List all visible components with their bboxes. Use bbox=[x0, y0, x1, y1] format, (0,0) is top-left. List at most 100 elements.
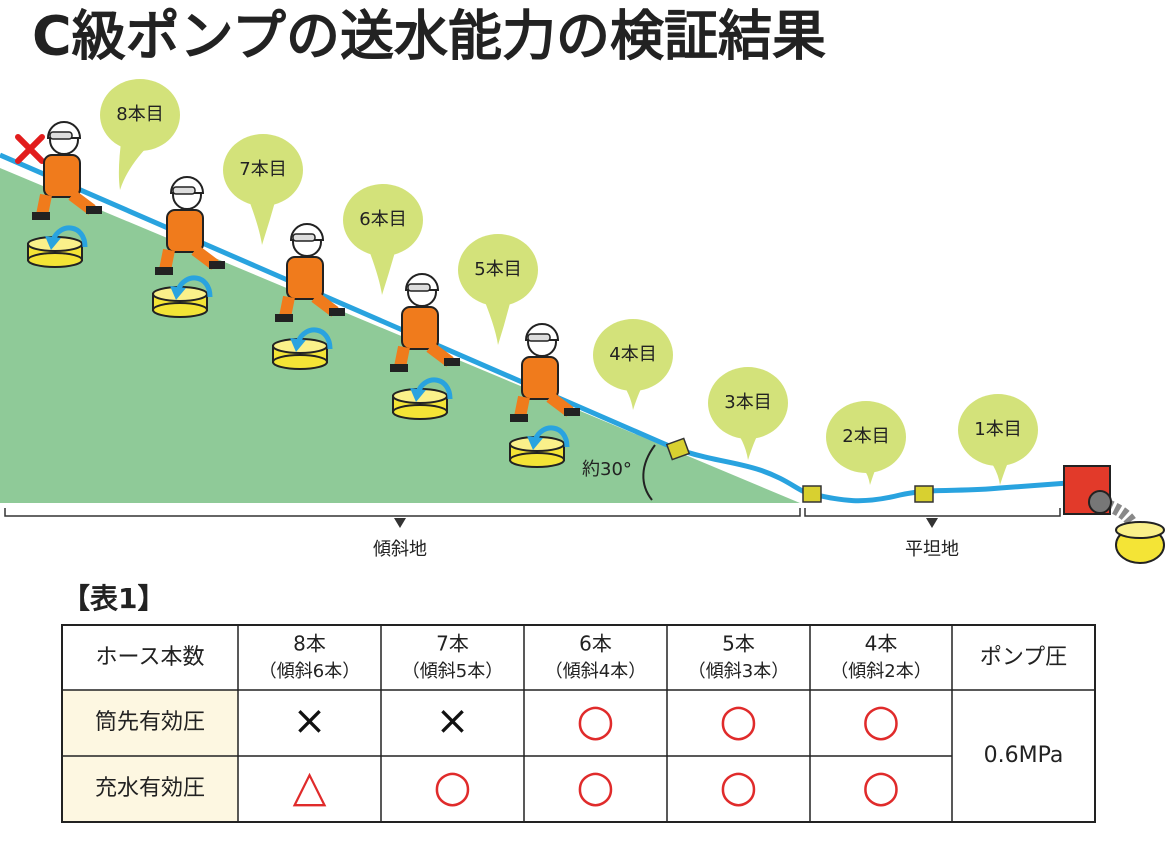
result-symbol: × bbox=[436, 698, 470, 744]
result-symbol: × bbox=[293, 698, 327, 744]
firefighter bbox=[275, 223, 345, 322]
arrow-head bbox=[410, 388, 426, 402]
header-cell: ホース本数 bbox=[96, 645, 205, 670]
arrow bbox=[415, 377, 453, 400]
tub bbox=[272, 327, 333, 370]
tub bbox=[152, 275, 213, 318]
body bbox=[286, 256, 324, 300]
header-cell: 7本 bbox=[436, 632, 469, 656]
goggles bbox=[407, 283, 431, 292]
arrow-head bbox=[45, 236, 61, 250]
header-cell: 6本 bbox=[579, 632, 612, 656]
firefighter bbox=[155, 176, 225, 275]
bubble bbox=[958, 394, 1038, 466]
header-cell-sub: （傾斜3本） bbox=[688, 661, 789, 682]
row-label: 筒先有効圧 bbox=[95, 710, 205, 735]
hose-bubble: 4本目 bbox=[593, 319, 673, 410]
bubble bbox=[100, 79, 180, 151]
hose-label: 7本目 bbox=[239, 159, 286, 180]
arrow bbox=[532, 425, 570, 448]
result-symbol: ○ bbox=[719, 761, 757, 812]
header-cell: 5本 bbox=[722, 632, 755, 656]
goggles bbox=[49, 131, 73, 140]
boot bbox=[329, 308, 345, 316]
hose-label: 6本目 bbox=[359, 209, 406, 230]
boot bbox=[390, 364, 408, 372]
boot bbox=[209, 261, 225, 269]
header-cell: ポンプ圧 bbox=[980, 645, 1067, 670]
hose-bubble: 1本目 bbox=[958, 394, 1038, 485]
boot bbox=[510, 414, 528, 422]
bracket-pointer bbox=[394, 518, 406, 528]
arrow bbox=[50, 225, 88, 248]
boot bbox=[275, 314, 293, 322]
bubble bbox=[223, 134, 303, 206]
body bbox=[521, 356, 559, 400]
boot bbox=[444, 358, 460, 366]
hose-label: 5本目 bbox=[474, 259, 521, 280]
header-cell-sub: （傾斜4本） bbox=[545, 661, 646, 682]
tub bbox=[392, 377, 453, 420]
result-symbol: ○ bbox=[576, 695, 614, 746]
hose-label: 2本目 bbox=[842, 426, 889, 447]
arrow-head bbox=[527, 436, 543, 450]
coupling bbox=[802, 485, 822, 503]
goggles bbox=[172, 186, 196, 195]
header-cell-sub: （傾斜2本） bbox=[830, 661, 931, 682]
result-symbol: △ bbox=[293, 761, 327, 812]
bubble bbox=[593, 319, 673, 391]
result-symbol: ○ bbox=[862, 695, 900, 746]
firefighter bbox=[390, 273, 460, 372]
coupling bbox=[665, 437, 691, 461]
tub-bottom bbox=[27, 252, 83, 268]
firefighter bbox=[32, 121, 102, 220]
arrow-head bbox=[290, 338, 306, 352]
result-symbol: ○ bbox=[576, 761, 614, 812]
result-symbol: ○ bbox=[433, 761, 471, 812]
tub-bottom bbox=[509, 452, 565, 468]
arrow-head bbox=[170, 286, 186, 300]
bubble bbox=[708, 367, 788, 439]
arrow bbox=[175, 275, 213, 298]
bubble bbox=[826, 401, 906, 473]
coupling bbox=[914, 485, 934, 503]
hose-bubble: 6本目 bbox=[343, 184, 423, 295]
body bbox=[43, 154, 81, 198]
boot bbox=[155, 267, 173, 275]
table-caption: 【表1】 bbox=[62, 582, 165, 615]
tub-bottom bbox=[152, 302, 208, 318]
arrow bbox=[295, 327, 333, 350]
body bbox=[401, 306, 439, 350]
angle-arc bbox=[642, 444, 656, 501]
tub-bottom bbox=[392, 404, 448, 420]
angle-label: 約30° bbox=[582, 459, 632, 480]
hose-label: 4本目 bbox=[609, 344, 656, 365]
header-cell: 8本 bbox=[293, 632, 326, 656]
hose-label: 1本目 bbox=[974, 419, 1021, 440]
header-cell: 4本 bbox=[865, 632, 898, 656]
boot bbox=[32, 212, 50, 220]
bracket-pointer bbox=[926, 518, 938, 528]
table-border bbox=[61, 624, 1096, 823]
hose-bubble: 7本目 bbox=[223, 134, 303, 245]
header-cell-sub: （傾斜6本） bbox=[259, 661, 360, 682]
row-label: 充水有効圧 bbox=[95, 776, 205, 801]
pump-pressure: 0.6MPa bbox=[984, 743, 1064, 768]
boot bbox=[86, 206, 102, 214]
title: C級ポンプの送水能力の検証結果 bbox=[32, 5, 826, 68]
result-symbol: ○ bbox=[862, 761, 900, 812]
goggles bbox=[292, 233, 316, 242]
tub bbox=[509, 425, 570, 468]
hose-bubble: 2本目 bbox=[826, 401, 906, 485]
goggles bbox=[527, 333, 551, 342]
tub-bottom bbox=[272, 354, 328, 370]
tub bbox=[27, 225, 88, 268]
hose-label: 8本目 bbox=[116, 104, 163, 125]
hose-bubble: 3本目 bbox=[708, 367, 788, 460]
pump bbox=[1063, 465, 1165, 564]
boot bbox=[564, 408, 580, 416]
hose-label: 3本目 bbox=[724, 392, 771, 413]
hose-bubble: 5本目 bbox=[458, 234, 538, 345]
section-label: 傾斜地 bbox=[373, 539, 427, 560]
